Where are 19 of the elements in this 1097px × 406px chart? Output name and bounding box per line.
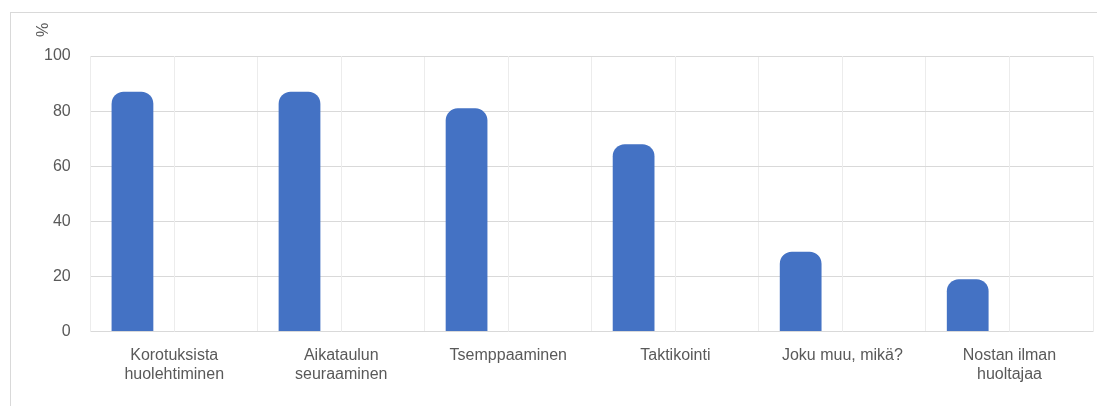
x-tick-label: Tsemppaaminen [449, 345, 568, 363]
y-tick-label: 80 [52, 101, 71, 119]
bar [278, 91, 321, 332]
y-tick-label: 20 [52, 266, 71, 284]
y-axis-title: % [34, 22, 52, 38]
bar [946, 279, 989, 332]
x-tick-label: Aikataulun seuraaminen [295, 345, 388, 382]
y-tick-label: 0 [61, 322, 71, 340]
x-tick-label: Joku muu, mikä? [781, 345, 903, 363]
y-tick-label: 40 [52, 211, 71, 229]
bar [779, 251, 822, 332]
bar [612, 144, 655, 332]
y-tick-label: 60 [52, 156, 71, 174]
y-tick-label: 100 [43, 46, 71, 64]
bar [445, 108, 488, 332]
x-tick-label: Nostan ilman huoltajaa [962, 345, 1057, 382]
x-tick-label: Korotuksista huolehtiminen [124, 345, 225, 382]
x-tick-label: Taktikointi [640, 345, 711, 363]
bar [111, 91, 154, 332]
